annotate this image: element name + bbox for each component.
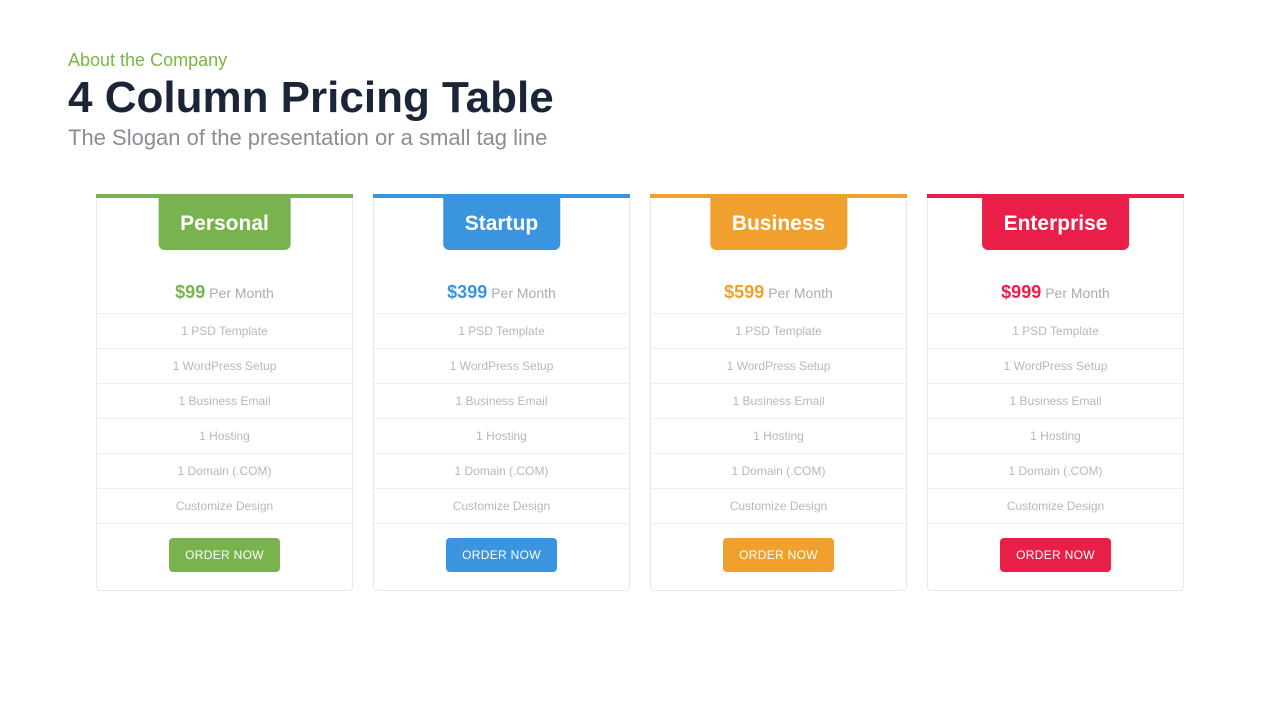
feature-row: Customize Design <box>97 489 352 524</box>
feature-row: 1 Domain (.COM) <box>928 454 1183 489</box>
plan-name-ribbon: Personal <box>158 194 291 250</box>
feature-row: 1 PSD Template <box>374 314 629 349</box>
pricing-card-startup: Startup$399Per Month1 PSD Template1 Word… <box>373 195 630 591</box>
feature-row: Customize Design <box>928 489 1183 524</box>
feature-row: 1 Domain (.COM) <box>651 454 906 489</box>
feature-row: 1 Business Email <box>374 384 629 419</box>
feature-row: 1 PSD Template <box>97 314 352 349</box>
eyebrow-text: About the Company <box>68 50 1212 71</box>
feature-row: Customize Design <box>651 489 906 524</box>
price-row: $99Per Month <box>97 272 352 314</box>
page-title: 4 Column Pricing Table <box>68 73 1212 123</box>
feature-row: 1 Hosting <box>928 419 1183 454</box>
pricing-plans-row: Personal$99Per Month1 PSD Template1 Word… <box>68 195 1212 591</box>
feature-row: Customize Design <box>374 489 629 524</box>
feature-row: 1 Domain (.COM) <box>374 454 629 489</box>
price-row: $599Per Month <box>651 272 906 314</box>
feature-row: 1 Hosting <box>374 419 629 454</box>
order-now-button[interactable]: ORDER NOW <box>169 538 280 572</box>
order-now-button[interactable]: ORDER NOW <box>1000 538 1111 572</box>
feature-row: 1 WordPress Setup <box>928 349 1183 384</box>
feature-row: 1 WordPress Setup <box>374 349 629 384</box>
price-period: Per Month <box>1045 285 1110 301</box>
cta-wrap: ORDER NOW <box>928 524 1183 572</box>
price-amount: $99 <box>175 282 205 302</box>
plan-name-ribbon: Business <box>710 194 847 250</box>
plan-name-ribbon: Startup <box>443 194 561 250</box>
feature-row: 1 WordPress Setup <box>651 349 906 384</box>
pricing-card-business: Business$599Per Month1 PSD Template1 Wor… <box>650 195 907 591</box>
price-amount: $399 <box>447 282 487 302</box>
feature-row: 1 Business Email <box>651 384 906 419</box>
tagline-text: The Slogan of the presentation or a smal… <box>68 125 1212 151</box>
price-amount: $599 <box>724 282 764 302</box>
plan-name-ribbon: Enterprise <box>982 194 1130 250</box>
feature-row: 1 Business Email <box>97 384 352 419</box>
order-now-button[interactable]: ORDER NOW <box>723 538 834 572</box>
price-period: Per Month <box>491 285 556 301</box>
feature-row: 1 WordPress Setup <box>97 349 352 384</box>
price-row: $999Per Month <box>928 272 1183 314</box>
feature-row: 1 PSD Template <box>651 314 906 349</box>
feature-row: 1 Business Email <box>928 384 1183 419</box>
price-period: Per Month <box>768 285 833 301</box>
cta-wrap: ORDER NOW <box>374 524 629 572</box>
price-period: Per Month <box>209 285 274 301</box>
price-row: $399Per Month <box>374 272 629 314</box>
feature-row: 1 PSD Template <box>928 314 1183 349</box>
pricing-card-enterprise: Enterprise$999Per Month1 PSD Template1 W… <box>927 195 1184 591</box>
feature-row: 1 Hosting <box>651 419 906 454</box>
feature-row: 1 Domain (.COM) <box>97 454 352 489</box>
cta-wrap: ORDER NOW <box>97 524 352 572</box>
pricing-card-personal: Personal$99Per Month1 PSD Template1 Word… <box>96 195 353 591</box>
feature-row: 1 Hosting <box>97 419 352 454</box>
order-now-button[interactable]: ORDER NOW <box>446 538 557 572</box>
price-amount: $999 <box>1001 282 1041 302</box>
cta-wrap: ORDER NOW <box>651 524 906 572</box>
